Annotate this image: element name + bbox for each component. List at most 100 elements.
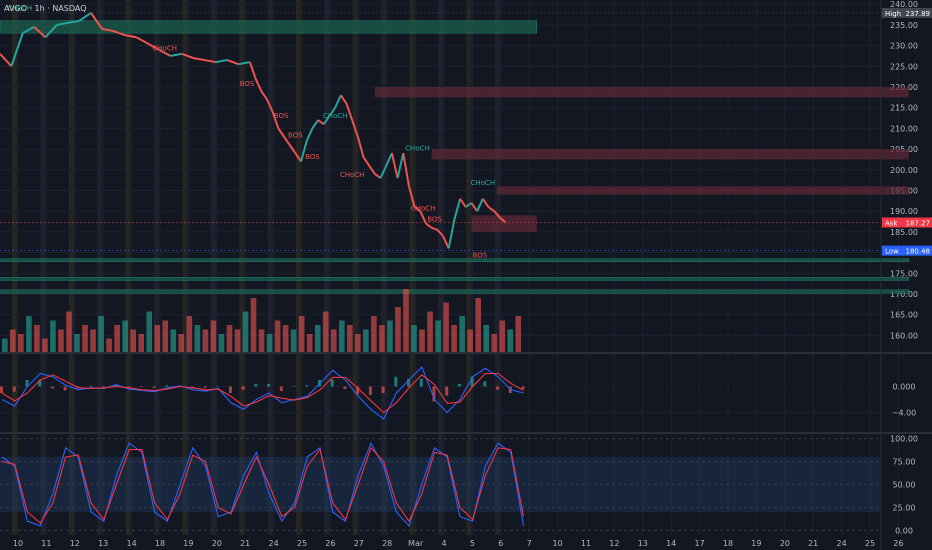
volume-bar (322, 311, 329, 352)
volume-bar (18, 334, 24, 352)
time-tick-label: 25 (297, 539, 307, 548)
volume-bar (34, 325, 40, 352)
price-tick-label: 160.00 (890, 331, 918, 340)
structure-label: BOS (288, 131, 303, 139)
volume-bar (419, 329, 425, 352)
session-stripe (182, 0, 188, 535)
volume-bar (194, 325, 201, 352)
price-segment (124, 34, 137, 39)
macd-histogram-bar (292, 385, 296, 387)
price-segment (266, 98, 274, 113)
volume-bar (507, 329, 514, 352)
volume-bar (355, 334, 361, 352)
structure-label: BOS (427, 216, 442, 224)
structure-label: CHoCH (152, 45, 177, 53)
time-tick-label: 10 (553, 539, 563, 548)
time-tick-label: 17 (695, 539, 705, 548)
volume-bar (154, 325, 161, 352)
volume-bar (42, 338, 48, 352)
symbol-title: AVGO · 1h · NASDAQ (4, 4, 87, 13)
structure-label: CHoCH (471, 179, 496, 187)
time-tick-label: 11 (581, 539, 591, 548)
macd-histogram-bar (101, 386, 105, 388)
price-segment (493, 210, 501, 219)
stoch-d-line (1, 446, 525, 524)
price-label-value: 237.89 (906, 10, 931, 18)
session-stripe (12, 0, 17, 535)
price-segment (248, 61, 257, 80)
price-segment (44, 24, 58, 38)
volume-bar (298, 316, 305, 352)
volume-bar (306, 334, 313, 352)
macd-histogram-bar (63, 386, 67, 391)
time-tick-label: 19 (751, 539, 761, 548)
price-segment (271, 111, 280, 129)
macd-histogram-bar (330, 379, 334, 387)
volume-bar (330, 329, 337, 352)
volume-bar (234, 329, 241, 352)
volume-bar (162, 320, 169, 352)
macd-histogram-bar (470, 376, 474, 387)
price-segment (226, 59, 239, 66)
structure-label: BOS (274, 112, 289, 120)
session-stripe (466, 0, 472, 535)
session-stripe (97, 0, 103, 535)
price-tick-label: 235.00 (890, 21, 918, 30)
volume-bar (138, 334, 145, 352)
price-tick-label: 240.00 (890, 0, 918, 9)
session-stripe (409, 0, 415, 535)
structure-label: CHoCH (405, 145, 430, 153)
price-segment (470, 202, 478, 212)
sr-zone (497, 186, 909, 195)
price-label-box (882, 217, 932, 228)
volume-bar (258, 329, 265, 352)
price-segment (328, 107, 336, 117)
volume-bar (90, 329, 96, 352)
session-stripe (352, 0, 358, 535)
volume-bar (266, 334, 273, 352)
volume-bar (483, 325, 490, 352)
session-stripe (381, 0, 387, 535)
price-segment (10, 32, 24, 67)
macd-histogram-bar (279, 386, 283, 392)
volume-bar (274, 320, 281, 352)
price-segment (339, 94, 348, 105)
price-segment (374, 173, 382, 179)
volume-bar (347, 325, 353, 352)
time-tick-label: 13 (638, 539, 648, 548)
volume-bar (10, 329, 16, 352)
price-label-box (882, 7, 932, 18)
macd-histogram-bar (50, 386, 54, 389)
volume-bar (403, 289, 409, 352)
macd-histogram-bar (305, 385, 309, 387)
session-stripe (154, 0, 159, 535)
volume-bar (170, 329, 177, 352)
macd-histogram-bar (496, 386, 500, 390)
macd-histogram-bar (165, 385, 169, 387)
macd-histogram-bar (139, 386, 143, 388)
macd-tick-label: −4.00 (892, 409, 917, 418)
volume-bar (427, 311, 433, 352)
stoch-tick-label: 50.00 (893, 481, 916, 490)
macd-histogram-bar (25, 380, 29, 387)
time-tick-label: 7 (527, 539, 532, 548)
sr-zone (431, 149, 909, 160)
price-tick-label: 230.00 (890, 42, 918, 51)
price-segment (113, 30, 126, 37)
price-tick-label: 210.00 (890, 124, 918, 133)
volume-bar (106, 338, 112, 352)
volume-bar (282, 325, 289, 352)
macd-histogram-bar (228, 386, 232, 393)
price-segment (447, 219, 456, 249)
price-segment (402, 153, 410, 187)
time-tick-label: 20 (212, 539, 222, 548)
structure-label: BOS (240, 80, 255, 88)
macd-histogram-bar (457, 383, 461, 387)
price-segment (288, 144, 297, 154)
session-stripe (296, 0, 301, 535)
price-tick-label: 200.00 (890, 166, 918, 175)
session-stripe (40, 0, 46, 535)
price-segment (192, 56, 205, 62)
sr-zone (0, 289, 910, 294)
